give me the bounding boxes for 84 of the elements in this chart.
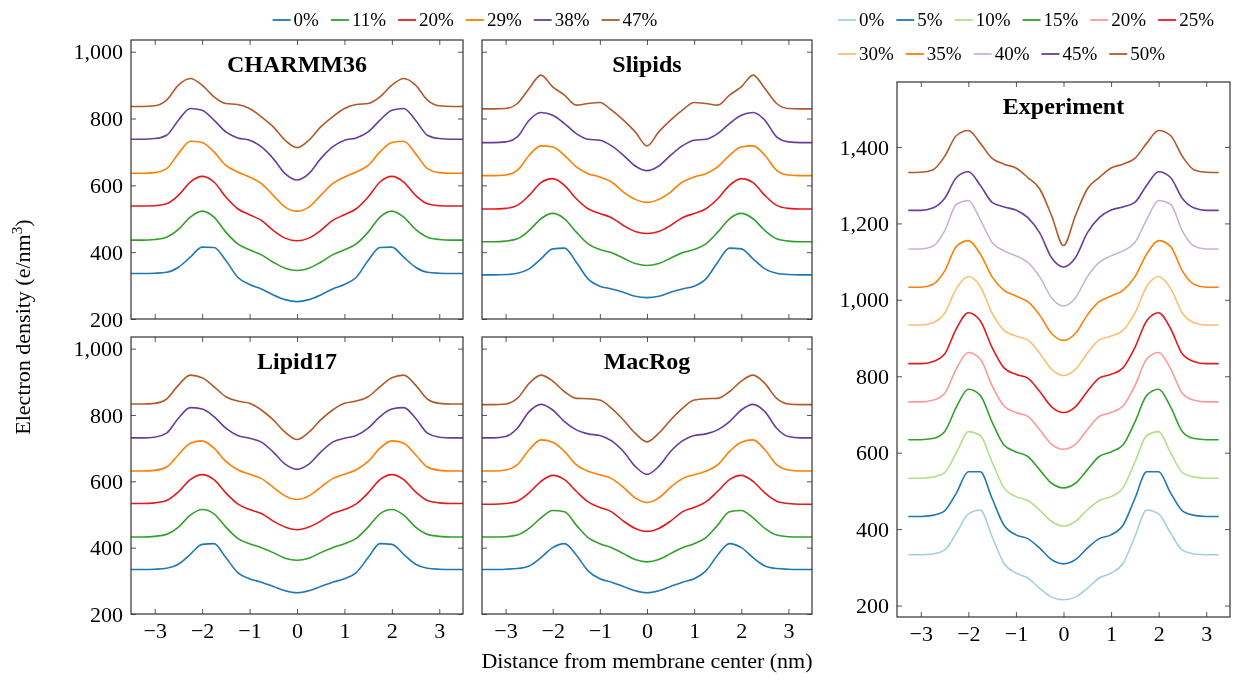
line-series bbox=[908, 470, 1219, 565]
legend-label: 0% bbox=[859, 9, 885, 30]
x-tick-label: 3 bbox=[434, 617, 446, 643]
line-series bbox=[131, 210, 463, 272]
y-tick-label: 800 bbox=[856, 363, 889, 389]
x-tick-label: 1 bbox=[689, 617, 701, 643]
legend-label: 10% bbox=[975, 9, 1011, 30]
y-tick-label: 1,200 bbox=[839, 210, 889, 236]
y-tick-label: 200 bbox=[90, 601, 123, 627]
legend-label: 0% bbox=[293, 9, 320, 30]
legend-label: 20% bbox=[419, 9, 455, 30]
line-series bbox=[908, 239, 1219, 342]
y-tick-label: 1,000 bbox=[839, 287, 889, 313]
line-series bbox=[908, 129, 1219, 247]
y-tick-label: 600 bbox=[90, 172, 123, 198]
x-axis-title: Distance from membrane center (nm) bbox=[481, 648, 813, 673]
y-tick-label: 600 bbox=[90, 468, 123, 494]
line-series bbox=[131, 140, 463, 212]
line-series bbox=[131, 440, 463, 501]
line-series bbox=[131, 246, 463, 303]
y-tick-label: 200 bbox=[90, 306, 123, 332]
chart-title: Slipids bbox=[612, 51, 682, 77]
line-series bbox=[908, 388, 1219, 489]
legend-label: 20% bbox=[1111, 9, 1147, 30]
x-tick-label: 3 bbox=[1201, 620, 1213, 646]
x-tick-label: 3 bbox=[783, 617, 795, 643]
x-tick-label: −2 bbox=[957, 620, 981, 646]
line-series bbox=[131, 107, 463, 181]
y-tick-label: 200 bbox=[856, 593, 889, 619]
y-tick-label: 800 bbox=[90, 402, 123, 428]
x-tick-label: 0 bbox=[1058, 620, 1070, 646]
chart-title: Experiment bbox=[1002, 93, 1125, 119]
x-tick-label: −1 bbox=[1004, 620, 1029, 646]
line-series bbox=[908, 199, 1219, 307]
y-tick-label: 400 bbox=[90, 239, 123, 265]
x-tick-label: 1 bbox=[339, 617, 351, 643]
line-series bbox=[908, 312, 1219, 414]
x-tick-label: 1 bbox=[1106, 620, 1118, 646]
legend-label: 47% bbox=[622, 9, 658, 30]
x-tick-label: 2 bbox=[1153, 620, 1165, 646]
y-tick-label: 1,400 bbox=[839, 134, 889, 160]
legend-label: 25% bbox=[1179, 9, 1215, 30]
legend-label: 11% bbox=[351, 9, 387, 30]
x-tick-label: −2 bbox=[541, 617, 565, 643]
chart-title: Lipid17 bbox=[256, 348, 338, 374]
line-series bbox=[908, 430, 1219, 527]
legend-label: 35% bbox=[926, 43, 962, 64]
legend-label: 50% bbox=[1130, 43, 1166, 64]
y-tick-label: 1,000 bbox=[73, 39, 123, 65]
x-tick-label: −3 bbox=[143, 617, 167, 643]
legend-label: 29% bbox=[486, 9, 522, 30]
chart-title: MacRog bbox=[603, 348, 691, 374]
legend-label: 5% bbox=[917, 9, 943, 30]
line-series bbox=[131, 77, 463, 149]
legend-label: 38% bbox=[554, 9, 590, 30]
legend-label: 40% bbox=[994, 43, 1030, 64]
line-series bbox=[908, 351, 1219, 451]
line-series bbox=[908, 171, 1219, 268]
y-tick-label: 400 bbox=[90, 535, 123, 561]
y-tick-label: 1,000 bbox=[73, 336, 123, 362]
y-tick-label: 800 bbox=[90, 106, 123, 132]
x-tick-label: −1 bbox=[588, 617, 613, 643]
line-series bbox=[131, 406, 463, 471]
x-tick-label: 2 bbox=[736, 617, 748, 643]
legend-label: 45% bbox=[1062, 43, 1098, 64]
x-tick-label: 0 bbox=[642, 617, 653, 643]
line-series bbox=[131, 508, 463, 562]
x-tick-label: −1 bbox=[238, 617, 262, 643]
line-series bbox=[908, 275, 1219, 377]
x-tick-label: −3 bbox=[494, 617, 518, 643]
line-series bbox=[131, 175, 463, 242]
x-tick-label: 0 bbox=[292, 617, 303, 643]
legend-label: 30% bbox=[859, 43, 894, 64]
line-series bbox=[131, 374, 463, 441]
x-tick-label: −2 bbox=[190, 617, 215, 643]
legend-label: 15% bbox=[1043, 9, 1079, 30]
chart-title: CHARMM36 bbox=[227, 51, 367, 77]
y-tick-label: 600 bbox=[856, 440, 889, 466]
line-series bbox=[131, 473, 463, 531]
line-series bbox=[131, 542, 463, 594]
line-series bbox=[908, 509, 1219, 601]
x-tick-label: 2 bbox=[386, 617, 398, 643]
x-tick-label: −3 bbox=[909, 620, 933, 646]
y-tick-label: 400 bbox=[856, 516, 889, 542]
